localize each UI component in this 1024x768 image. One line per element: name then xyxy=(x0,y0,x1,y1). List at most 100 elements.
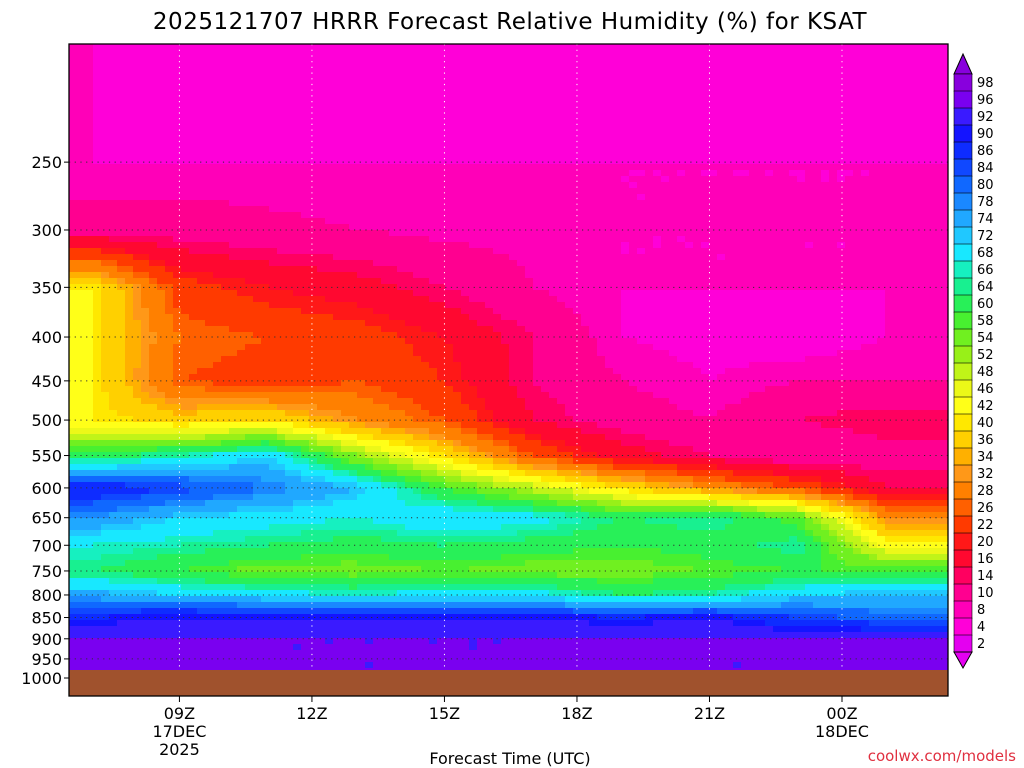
heatmap-cell xyxy=(85,314,94,321)
heatmap-cell xyxy=(477,62,486,69)
heatmap-cell xyxy=(301,254,310,261)
heatmap-cell xyxy=(693,284,702,291)
heatmap-cell xyxy=(309,62,318,69)
heatmap-cell xyxy=(637,116,646,123)
heatmap-cell xyxy=(597,68,606,75)
heatmap-cell xyxy=(789,296,798,303)
heatmap-cell xyxy=(205,236,214,243)
heatmap-cell xyxy=(677,236,686,243)
heatmap-cell xyxy=(597,188,606,195)
heatmap-cell xyxy=(885,164,894,171)
heatmap-cell xyxy=(629,110,638,117)
heatmap-cell xyxy=(437,140,446,147)
heatmap-cell xyxy=(173,98,182,105)
heatmap-cell xyxy=(205,206,214,213)
heatmap-cell xyxy=(109,110,118,117)
heatmap-cell xyxy=(677,146,686,153)
heatmap-cell xyxy=(389,296,398,303)
heatmap-cell xyxy=(413,272,422,279)
heatmap-cell xyxy=(869,266,878,273)
heatmap-cell xyxy=(229,272,238,279)
heatmap-cell xyxy=(685,68,694,75)
heatmap-cell xyxy=(621,74,630,81)
heatmap-cell xyxy=(101,146,110,153)
heatmap-cell xyxy=(437,110,446,117)
heatmap-cell xyxy=(573,248,582,255)
heatmap-cell xyxy=(613,86,622,93)
heatmap-cell xyxy=(549,98,558,105)
heatmap-cell xyxy=(773,296,782,303)
heatmap-cell xyxy=(405,158,414,165)
heatmap-cell xyxy=(701,170,710,177)
heatmap-cell xyxy=(493,50,502,57)
heatmap-cell xyxy=(509,218,518,225)
heatmap-cell xyxy=(437,116,446,123)
heatmap-cell xyxy=(877,194,886,201)
heatmap-cell xyxy=(653,152,662,159)
heatmap-cell xyxy=(453,296,462,303)
heatmap-cell xyxy=(933,122,942,129)
heatmap-cell xyxy=(413,122,422,129)
heatmap-cell xyxy=(909,104,918,111)
heatmap-cell xyxy=(669,80,678,87)
heatmap-cell xyxy=(213,248,222,255)
heatmap-cell xyxy=(525,194,534,201)
heatmap-cell xyxy=(309,284,318,291)
heatmap-cell xyxy=(245,194,254,201)
heatmap-cell xyxy=(501,98,510,105)
heatmap-cell xyxy=(469,236,478,243)
heatmap-cell xyxy=(93,128,102,135)
heatmap-cell xyxy=(541,56,550,63)
heatmap-cell xyxy=(261,146,270,153)
heatmap-cell xyxy=(117,176,126,183)
heatmap-cell xyxy=(421,140,430,147)
heatmap-cell xyxy=(333,188,342,195)
heatmap-cell xyxy=(837,146,846,153)
heatmap-cell xyxy=(69,92,78,99)
heatmap-cell xyxy=(485,218,494,225)
heatmap-cell xyxy=(909,182,918,189)
heatmap-cell xyxy=(725,290,734,297)
heatmap-cell xyxy=(157,158,166,165)
heatmap-cell xyxy=(917,236,926,243)
heatmap-cell xyxy=(933,80,942,87)
heatmap-cell xyxy=(725,170,734,177)
heatmap-cell xyxy=(85,128,94,135)
heatmap-cell xyxy=(717,260,726,267)
heatmap-cell xyxy=(341,56,350,63)
heatmap-cell xyxy=(789,44,798,51)
heatmap-cell xyxy=(877,266,886,273)
heatmap-cell xyxy=(149,248,158,255)
heatmap-cell xyxy=(629,116,638,123)
heatmap-cell xyxy=(141,128,150,135)
heatmap-cell xyxy=(189,176,198,183)
heatmap-cell xyxy=(333,254,342,261)
heatmap-cell xyxy=(605,212,614,219)
heatmap-cell xyxy=(253,248,262,255)
heatmap-cell xyxy=(813,254,822,261)
heatmap-cell xyxy=(861,44,870,51)
heatmap-cell xyxy=(701,242,710,249)
heatmap-cell xyxy=(397,212,406,219)
heatmap-cell xyxy=(517,242,526,249)
heatmap-cell xyxy=(165,80,174,87)
heatmap-cell xyxy=(253,134,262,141)
heatmap-cell xyxy=(621,194,630,201)
heatmap-cell xyxy=(117,158,126,165)
heatmap-cell xyxy=(381,194,390,201)
heatmap-cell xyxy=(565,122,574,129)
heatmap-cell xyxy=(173,122,182,129)
heatmap-cell xyxy=(493,128,502,135)
heatmap-cell xyxy=(429,236,438,243)
heatmap-cell xyxy=(85,104,94,111)
heatmap-cell xyxy=(669,308,678,315)
heatmap-cell xyxy=(421,248,430,255)
heatmap-cell xyxy=(397,86,406,93)
heatmap-cell xyxy=(381,176,390,183)
heatmap-cell xyxy=(789,74,798,81)
heatmap-cell xyxy=(149,206,158,213)
heatmap-cell xyxy=(517,182,526,189)
heatmap-cell xyxy=(693,104,702,111)
heatmap-cell xyxy=(845,290,854,297)
heatmap-cell xyxy=(549,266,558,273)
